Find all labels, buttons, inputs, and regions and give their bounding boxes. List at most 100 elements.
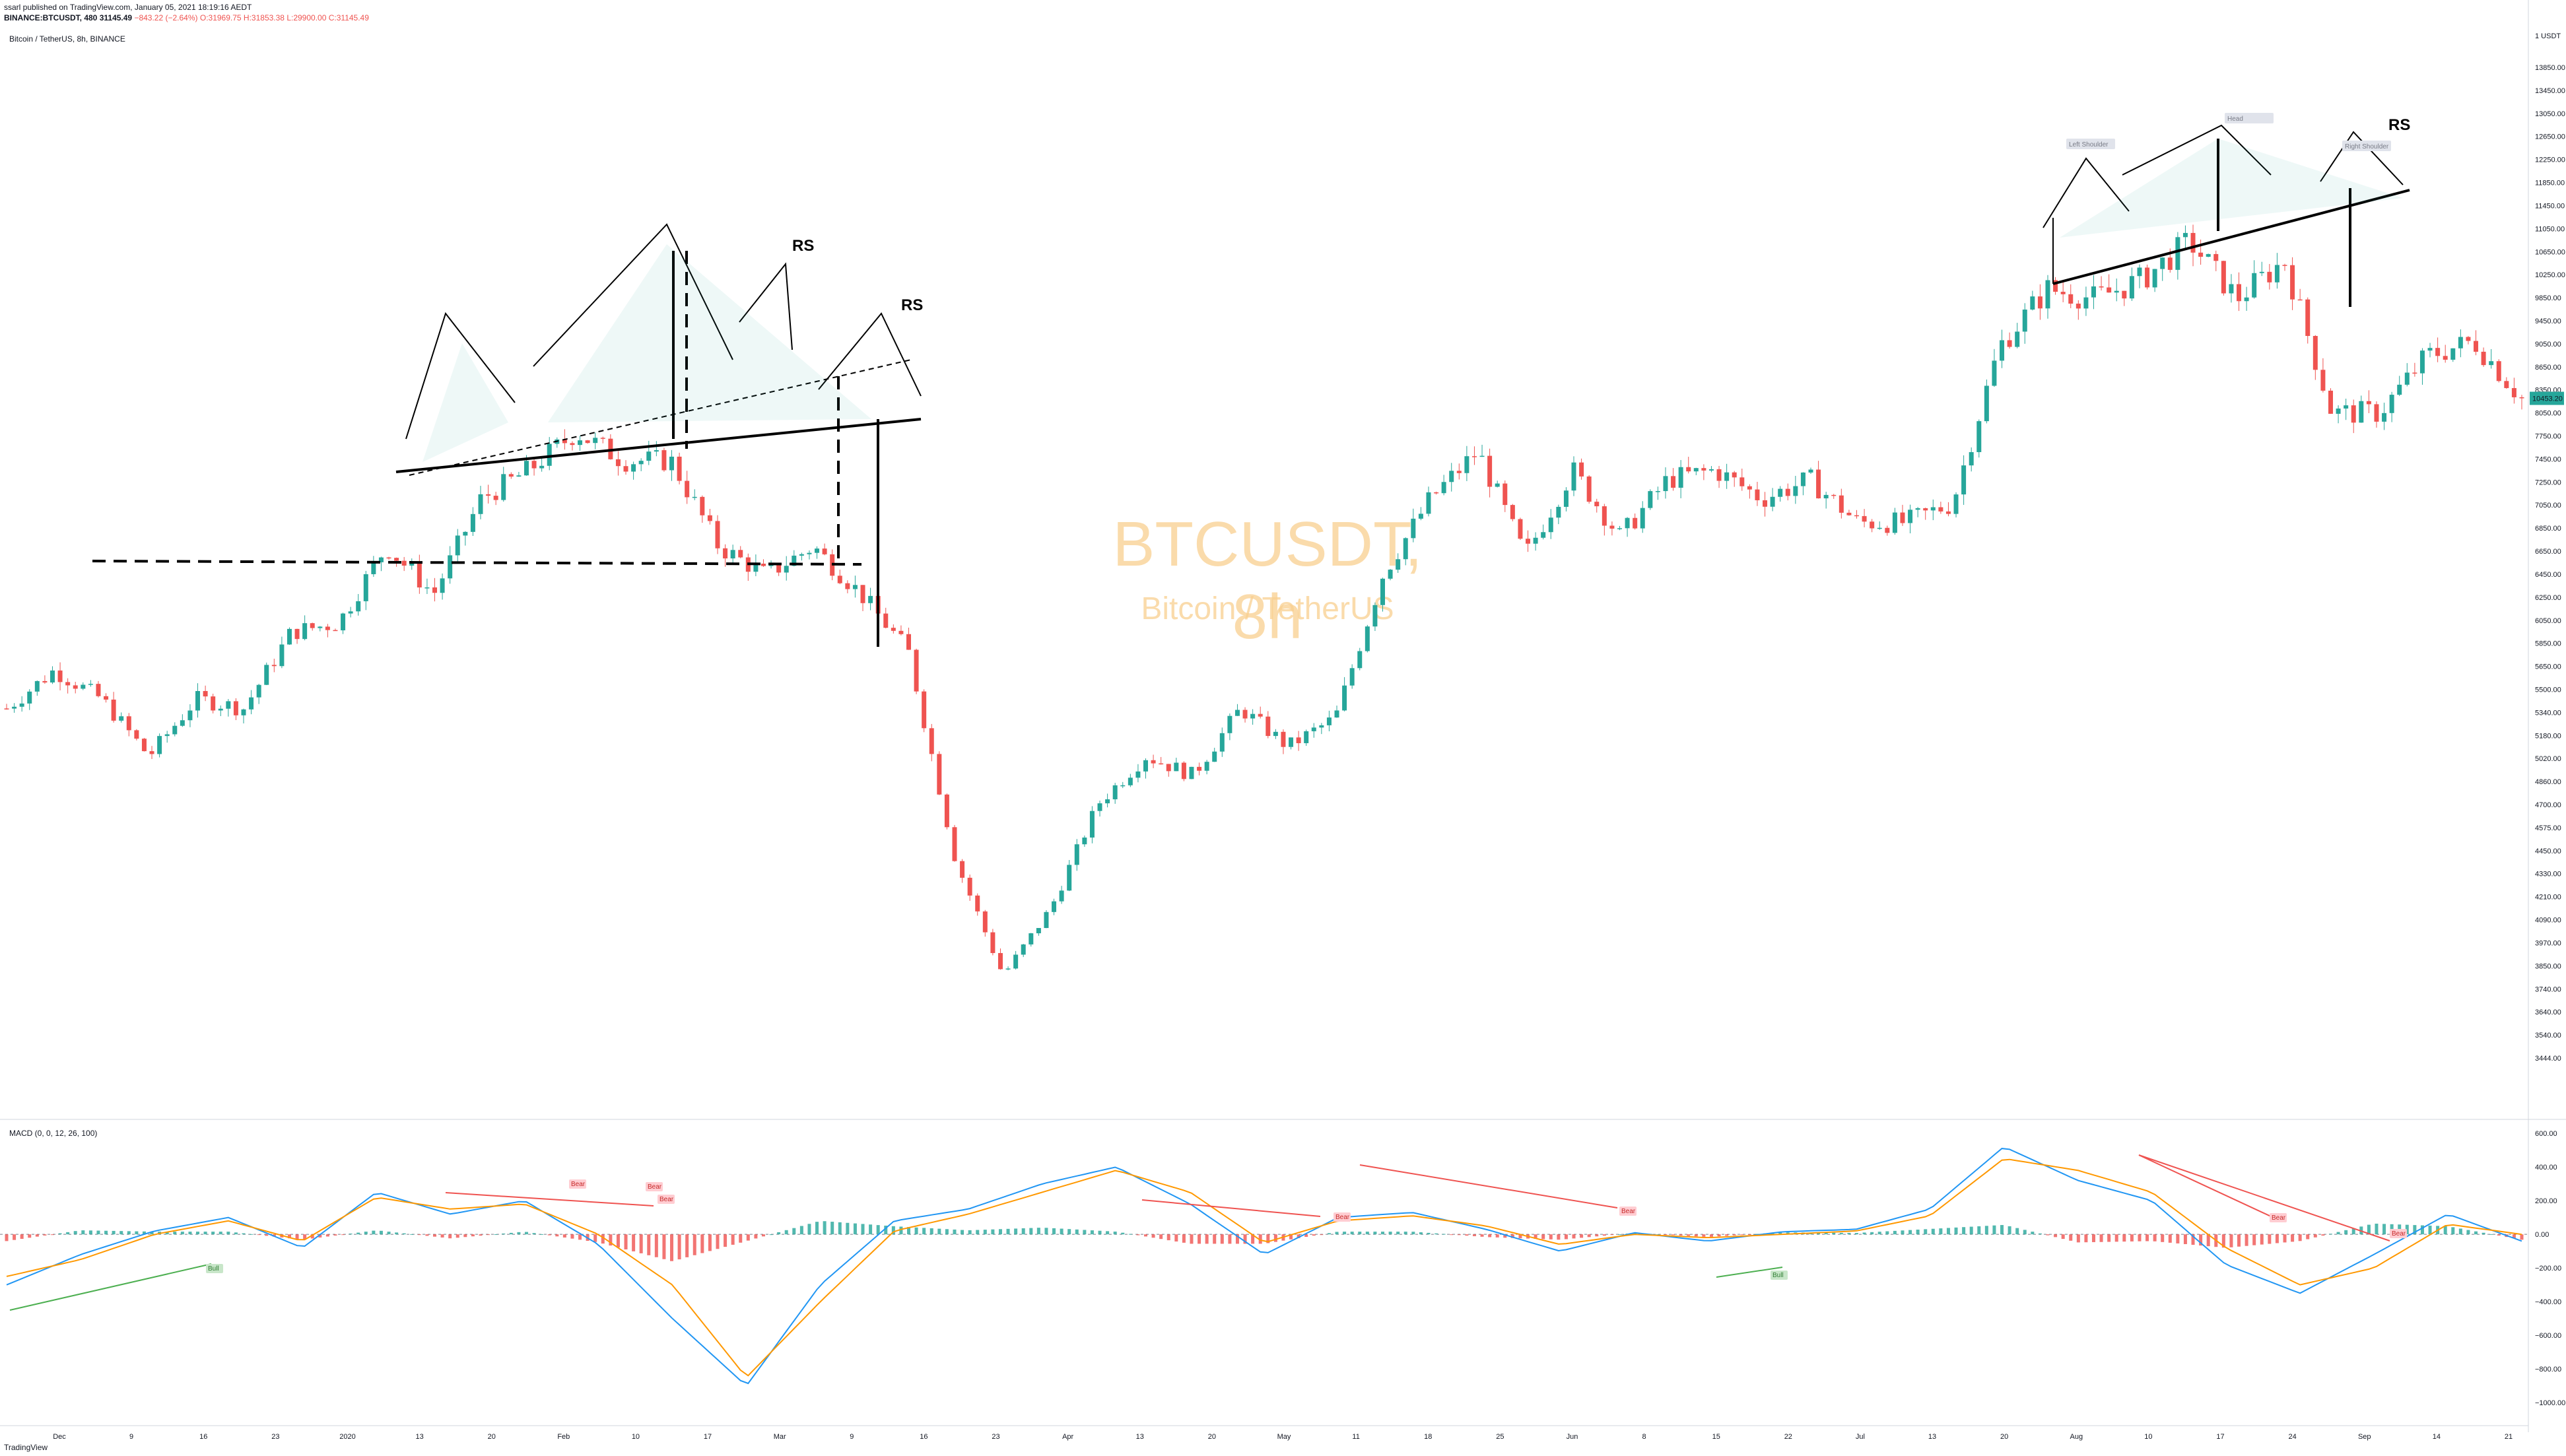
candle-body [2190, 232, 2196, 253]
macd-histogram-bar [1106, 1231, 1110, 1235]
macd-histogram-bar [1304, 1234, 1308, 1238]
candle-body [539, 465, 545, 469]
macd-histogram-bar [257, 1234, 261, 1236]
macd-histogram-bar [165, 1232, 169, 1235]
watermark-ticker: BTCUSDT, 8h [1112, 509, 1423, 652]
macd-histogram-bar [2344, 1230, 2348, 1235]
price-tick-label: 3444.00 [2535, 1055, 2561, 1063]
macd-histogram-bar [2008, 1226, 2011, 1235]
macd-histogram-bar [1862, 1232, 1866, 1235]
bear-divergence-line [1359, 1164, 1618, 1208]
candle-body [386, 557, 391, 559]
candle-body [1831, 494, 1837, 496]
candle-body [1739, 477, 1745, 486]
candle-body [760, 564, 766, 566]
candle-body [1135, 771, 1141, 778]
candle-body [952, 827, 957, 861]
candle-body [1716, 469, 1722, 481]
macd-histogram-bar [601, 1234, 605, 1244]
candle-body [1189, 766, 1194, 779]
macd-histogram-bar [1297, 1234, 1300, 1238]
macd-histogram-bar [1503, 1234, 1507, 1238]
macd-histogram-bar [1198, 1234, 1201, 1244]
candle-body [88, 684, 93, 685]
macd-histogram-bar [578, 1234, 582, 1240]
candle-body [2037, 296, 2043, 309]
macd-histogram-bar [196, 1232, 200, 1235]
macd-histogram-bar [2069, 1234, 2073, 1241]
time-tick-label: Aug [2070, 1433, 2083, 1441]
macd-histogram-bar [188, 1232, 192, 1235]
price-change: −843.22 (−2.64%) [134, 13, 198, 22]
macd-histogram-bar [976, 1230, 980, 1235]
price-tick-label: 8650.00 [2535, 364, 2561, 372]
candle-body [2366, 401, 2371, 405]
macd-histogram-bar [1457, 1234, 1461, 1236]
macd-histogram-bar [708, 1234, 712, 1251]
macd-histogram-bar [1534, 1234, 1537, 1239]
candle-body [1969, 452, 1974, 466]
macd-histogram-bar [1778, 1232, 1782, 1235]
candle-body [104, 696, 109, 700]
candle-body [378, 557, 384, 562]
macd-histogram-bar [2076, 1234, 2080, 1243]
time-tick-label: Apr [1062, 1433, 1073, 1441]
macd-histogram-bar [333, 1234, 337, 1236]
time-tick-label: Feb [557, 1433, 570, 1441]
divergence-badge-label: Bear [659, 1196, 674, 1203]
candle-body [111, 699, 116, 721]
macd-histogram-bar [2061, 1234, 2065, 1240]
ohlc-close: C:31145.49 [328, 13, 369, 22]
candle-body [1548, 517, 1553, 533]
macd-histogram-bar [1679, 1234, 1683, 1236]
symbol-ticker: BINANCE:BTCUSDT, 480 [4, 13, 98, 22]
macd-histogram-bar [1205, 1234, 1209, 1244]
candle-body [792, 555, 797, 566]
candle-body [547, 444, 552, 466]
macd-histogram-bar [2114, 1234, 2118, 1242]
candle-body [1770, 496, 1775, 507]
candle-body [776, 564, 782, 573]
publisher-line: ssarl published on TradingView.com, Janu… [4, 3, 252, 12]
macd-histogram-bar [1694, 1234, 1698, 1237]
macd-histogram-bar [1052, 1228, 1056, 1235]
macd-histogram-bar [1136, 1234, 1140, 1236]
macd-histogram-bar [303, 1234, 307, 1240]
macd-histogram-bar [1159, 1234, 1163, 1240]
macd-histogram-bar [2130, 1234, 2134, 1241]
divergence-badge [569, 1179, 586, 1189]
macd-histogram-bar [540, 1234, 544, 1235]
candle-body [2252, 273, 2257, 298]
candle-body [2374, 404, 2379, 422]
candle-body [1892, 512, 1897, 533]
macd-histogram-bar [1931, 1228, 1935, 1235]
macd-histogram-bar [2512, 1234, 2516, 1239]
macd-histogram-bar [2489, 1234, 2493, 1235]
macd-histogram-bar [1220, 1234, 1224, 1244]
macd-histogram-bar [1908, 1230, 1912, 1235]
candle-body [2259, 271, 2264, 273]
macd-histogram-bar [1450, 1234, 1454, 1236]
candle-body [1617, 528, 1622, 529]
macd-histogram-bar [43, 1234, 47, 1236]
macd-histogram-bar [1901, 1230, 1905, 1235]
candle-body [1846, 512, 1852, 515]
candle-body [294, 628, 300, 640]
macd-tick-label: 0.00 [2535, 1231, 2549, 1239]
candle-body [1526, 539, 1531, 544]
candle-body [1533, 537, 1538, 544]
time-tick-label: Dec [53, 1433, 66, 1441]
macd-histogram-bar [846, 1222, 850, 1235]
candle-body [1296, 737, 1301, 743]
tradingview-logo: TradingView [4, 1443, 48, 1452]
macd-histogram-bar [417, 1234, 421, 1236]
time-tick-label: May [1277, 1433, 1291, 1441]
candle-body [685, 480, 690, 498]
price-tick-label: 4450.00 [2535, 847, 2561, 855]
candle-body [1708, 469, 1714, 471]
shoulder-outline [533, 223, 733, 367]
divergence-badge-label: Bear [2272, 1214, 2286, 1222]
macd-histogram-bar [104, 1230, 108, 1235]
candle-body [1319, 725, 1324, 728]
